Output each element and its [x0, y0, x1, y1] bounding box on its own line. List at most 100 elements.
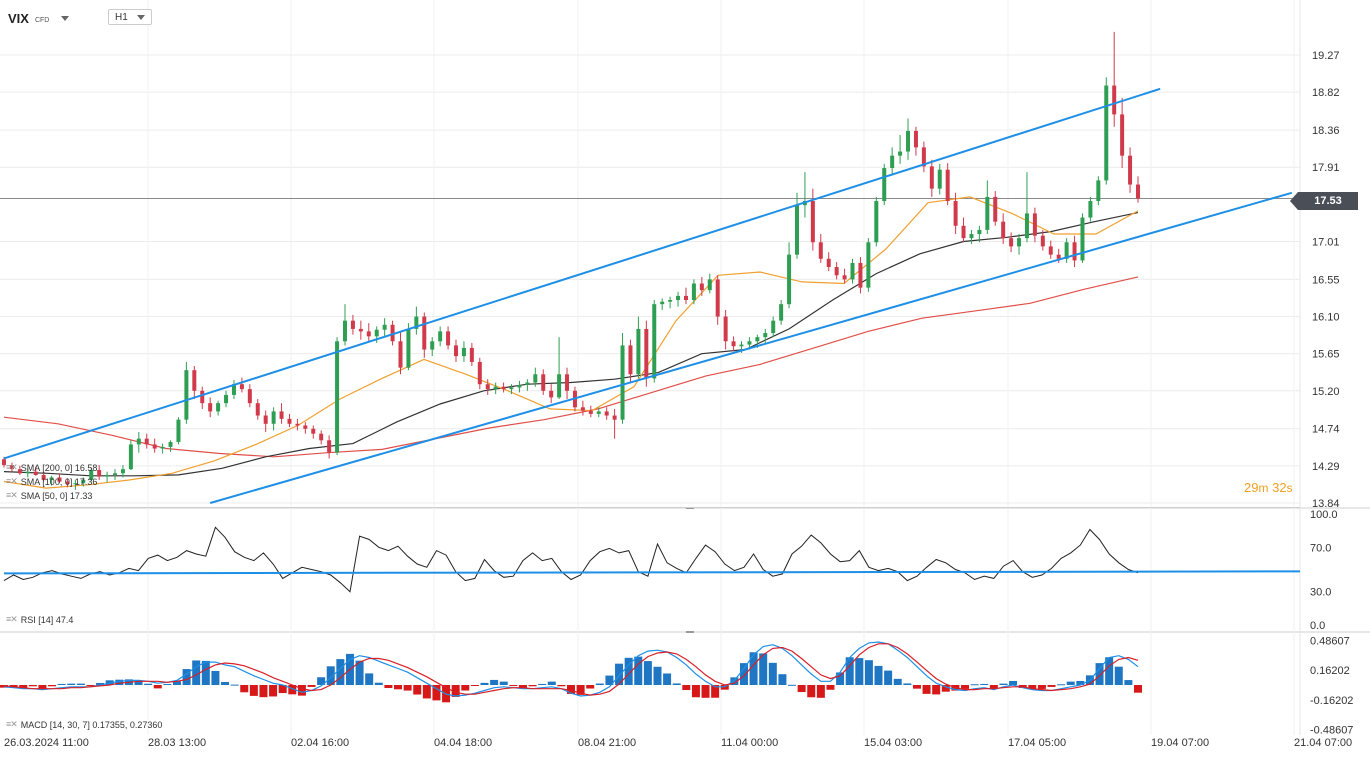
candle	[755, 337, 760, 342]
macd-histogram-bar	[1095, 663, 1104, 685]
macd-histogram-bar	[134, 681, 143, 685]
menu-icon[interactable]: ≡✕	[6, 462, 18, 472]
timeframe-label: H1	[115, 11, 128, 23]
candle	[850, 262, 855, 280]
macd-histogram-bar	[57, 683, 66, 685]
candle	[33, 471, 38, 475]
macd-histogram-bar	[826, 685, 835, 690]
candle	[454, 345, 459, 357]
candle	[192, 370, 197, 391]
candle	[723, 316, 728, 342]
macd-histogram-bar	[864, 660, 873, 685]
macd-histogram-bar	[163, 684, 172, 686]
price-tick-label: 17.01	[1312, 236, 1340, 248]
macd-histogram-bar	[855, 658, 864, 685]
candle	[57, 477, 62, 482]
candle	[81, 479, 86, 484]
macd-tick-label: 0.48607	[1310, 636, 1350, 648]
macd-histogram-bar	[893, 678, 902, 685]
candle	[866, 242, 871, 288]
candle	[73, 483, 78, 485]
candle	[1017, 238, 1022, 247]
candle	[628, 345, 633, 375]
macd-histogram-bar	[884, 670, 893, 685]
price-tick-label: 15.65	[1312, 349, 1340, 361]
macd-histogram-bar	[480, 682, 489, 685]
candle	[929, 166, 934, 189]
indicator-sma200[interactable]: ≡✕ SMA [200, 0] 16.58	[6, 462, 97, 473]
macd-histogram-bar	[201, 660, 210, 685]
candle	[1088, 201, 1093, 218]
candle	[715, 279, 720, 317]
channel-upper-line	[3, 87, 1161, 460]
candle	[469, 347, 474, 362]
sma200-line	[3, 276, 1139, 458]
candle	[105, 474, 110, 477]
candle	[969, 234, 974, 239]
indicator-sma50[interactable]: ≡✕ SMA [50, 0] 17.33	[6, 490, 92, 501]
macd-histogram-bar	[1028, 685, 1037, 689]
candle	[358, 328, 363, 332]
candle	[485, 384, 490, 390]
menu-icon[interactable]: ≡✕	[6, 490, 18, 500]
macd-histogram-bar	[96, 682, 105, 685]
macd-tick-label: -0.16202	[1310, 695, 1353, 707]
candle	[1104, 85, 1109, 181]
candle	[1080, 217, 1085, 261]
candle	[668, 300, 673, 302]
candle	[509, 387, 514, 390]
channel-lower-line	[209, 191, 1293, 504]
candle	[890, 155, 895, 169]
macd-histogram-bar	[672, 683, 681, 685]
candle	[446, 331, 451, 346]
chevron-down-icon	[61, 15, 70, 21]
indicator-sma50-label: SMA [50, 0] 17.33	[20, 490, 93, 501]
macd-histogram-bar	[278, 685, 287, 694]
macd-histogram-bar	[76, 683, 85, 685]
macd-histogram-bar	[682, 685, 691, 691]
menu-icon[interactable]: ≡✕	[6, 476, 18, 486]
macd-histogram-bar	[874, 665, 883, 685]
menu-icon[interactable]: ≡✕	[6, 719, 18, 729]
candle	[699, 283, 704, 291]
candle	[977, 229, 982, 235]
macd-histogram-bar	[403, 685, 412, 691]
candle	[430, 341, 435, 350]
rsi-tick-label: 0.0	[1310, 620, 1325, 632]
candle	[1072, 242, 1077, 261]
indicator-macd-label: MACD [14, 30, 7] 0.17355, 0.27360	[20, 719, 163, 730]
candle	[366, 331, 371, 337]
menu-icon[interactable]: ≡✕	[6, 614, 18, 624]
countdown-min-unit: m	[1258, 481, 1269, 495]
indicator-rsi[interactable]: ≡✕ RSI [14] 47.4	[6, 614, 73, 625]
candle	[1001, 221, 1006, 239]
macd-histogram-bar	[1114, 666, 1123, 685]
macd-histogram-bar	[653, 666, 662, 685]
candle	[390, 324, 395, 342]
candle	[208, 403, 213, 412]
candle	[858, 262, 863, 288]
timeframe-selector[interactable]: H1	[108, 9, 152, 25]
candle	[382, 324, 387, 330]
candle	[913, 130, 918, 148]
candle	[612, 415, 617, 420]
macd-histogram-bar	[778, 674, 787, 685]
macd-histogram-bar	[615, 663, 624, 685]
countdown-seconds: 32	[1272, 480, 1287, 495]
macd-histogram-bar	[566, 685, 575, 694]
macd-histogram-bar	[38, 685, 47, 689]
indicator-sma100[interactable]: ≡✕ SMA [100, 0] 17.36	[6, 476, 97, 487]
candle	[826, 258, 831, 268]
candle	[1009, 238, 1014, 247]
indicator-macd[interactable]: ≡✕ MACD [14, 30, 7] 0.17355, 0.27360	[6, 719, 162, 730]
candle	[17, 469, 22, 474]
candle	[644, 328, 649, 379]
macd-histogram-bar	[19, 685, 28, 689]
macd-histogram-bar	[394, 685, 403, 690]
candle	[549, 390, 554, 398]
symbol-selector[interactable]: VIX CFD	[8, 8, 70, 28]
macd-histogram-bar	[845, 657, 854, 685]
candle	[287, 418, 292, 424]
